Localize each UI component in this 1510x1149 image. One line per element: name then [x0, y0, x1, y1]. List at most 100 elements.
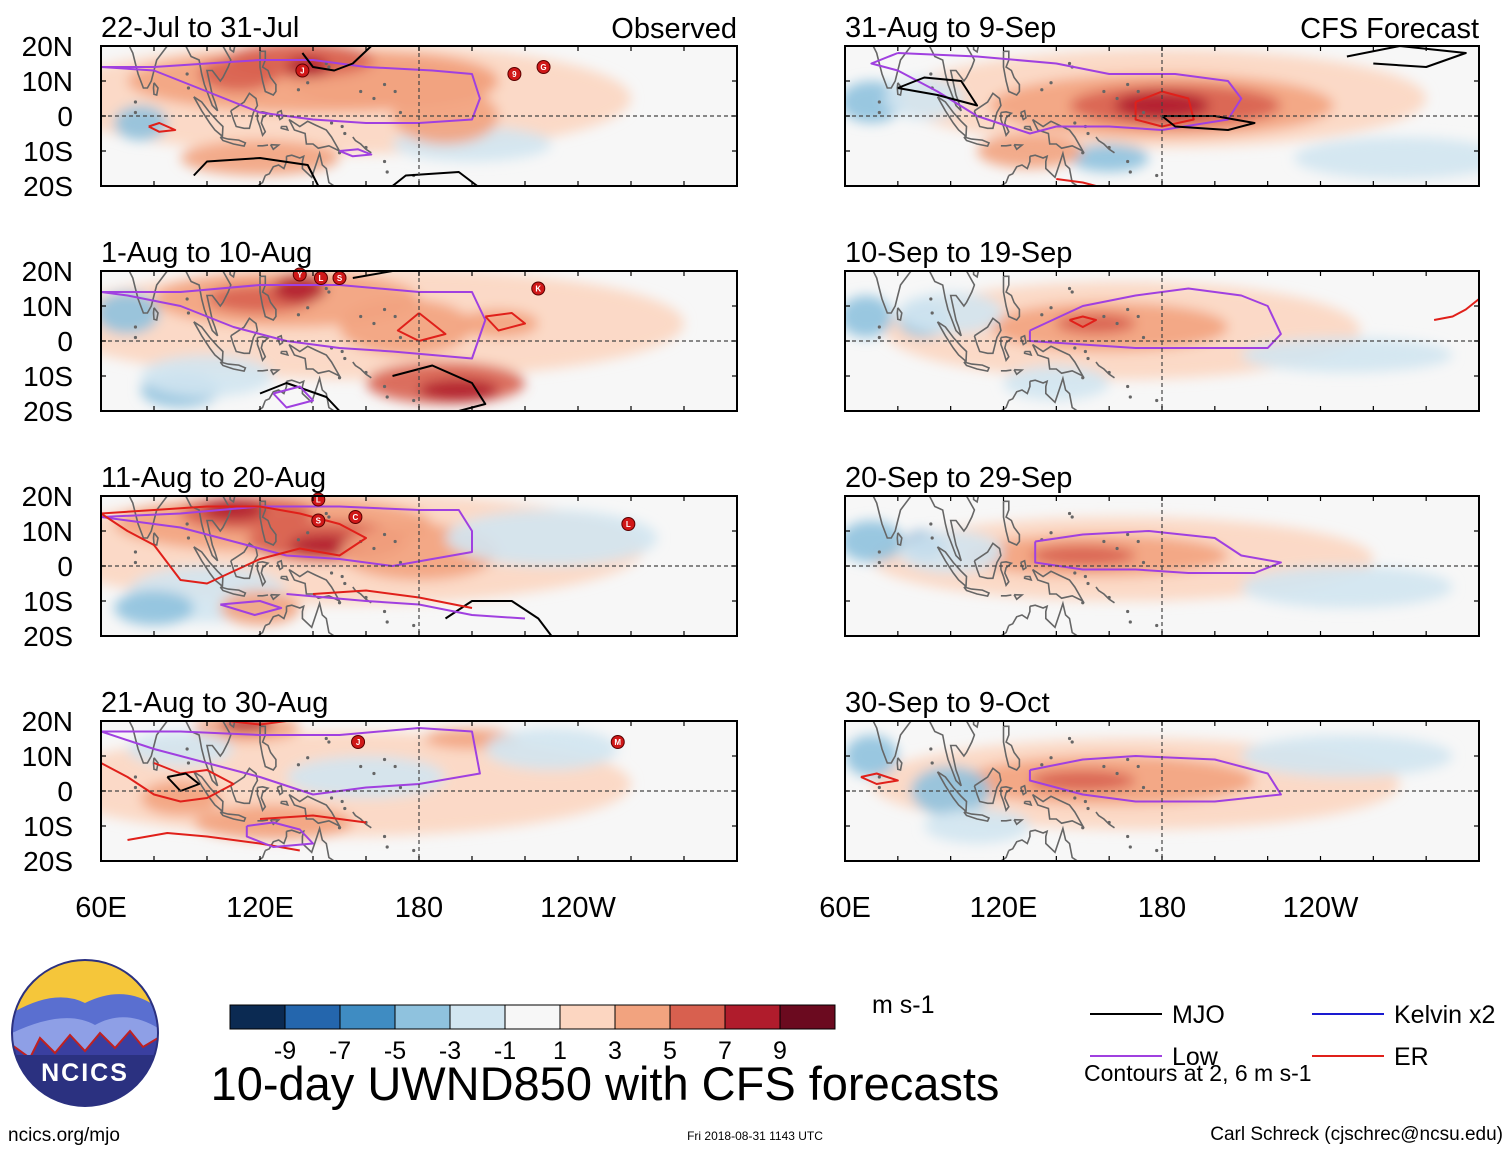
coastline	[276, 784, 284, 796]
coastline	[1029, 600, 1078, 636]
coastline	[229, 46, 236, 54]
anomaly-shading	[845, 295, 893, 338]
coastline	[1023, 125, 1033, 132]
coastline	[193, 546, 224, 588]
anomaly-shading	[1056, 313, 1136, 334]
island	[1049, 531, 1053, 535]
colorbar-swatch	[449, 1004, 506, 1030]
island	[1081, 826, 1085, 830]
coastline	[972, 496, 980, 504]
lon-label: 120E	[226, 892, 294, 924]
island	[877, 100, 881, 104]
island	[1102, 539, 1106, 544]
island	[930, 311, 934, 315]
island	[306, 756, 310, 760]
island	[877, 785, 881, 790]
anomaly-shading	[1241, 337, 1453, 373]
storm-letter: Y	[297, 271, 303, 280]
island	[1102, 89, 1106, 94]
coastline	[229, 271, 236, 279]
coastline	[269, 143, 281, 151]
island	[327, 740, 331, 744]
storm-letter: S	[316, 517, 322, 526]
coastline	[936, 546, 968, 588]
wind-anomaly-field	[101, 46, 737, 186]
island	[306, 306, 310, 310]
island	[296, 88, 301, 92]
contours	[101, 46, 481, 186]
coastline	[1013, 143, 1025, 151]
island	[412, 623, 416, 628]
coastline	[896, 757, 903, 771]
island	[1128, 170, 1132, 174]
lat-label: 20S	[23, 171, 73, 202]
coastline	[1029, 825, 1078, 861]
panel-date-label: 30-Sep to 9-Oct	[845, 687, 1050, 719]
map-panel-6: 20-Sep to 29-Sep	[844, 462, 1480, 637]
coastline	[1095, 361, 1115, 379]
anomaly-shading	[845, 520, 904, 563]
island	[1155, 398, 1159, 403]
island	[296, 763, 301, 767]
island	[186, 86, 191, 90]
island	[1107, 370, 1111, 375]
island	[327, 290, 331, 294]
coastline	[152, 307, 159, 321]
contour-line	[166, 772, 201, 792]
island	[385, 620, 389, 624]
coastline	[963, 136, 991, 148]
storm-letter: L	[626, 520, 631, 529]
island	[382, 834, 387, 839]
coastline	[259, 500, 277, 546]
map-panel-7: J M 21-Aug to 30-Aug	[100, 687, 738, 862]
lat-label: 20N	[22, 706, 73, 737]
island	[364, 370, 368, 375]
figure-title: 10-day UWND850 with CFS forecasts	[211, 1057, 1000, 1110]
lon-label: 60E	[819, 892, 871, 924]
lat-label: 10N	[22, 66, 73, 97]
coastline	[1002, 500, 1021, 546]
lat-label: 20N	[22, 31, 73, 62]
island	[1107, 820, 1111, 825]
island	[1083, 349, 1087, 354]
colorbar-swatch	[559, 1004, 616, 1030]
island	[296, 313, 301, 317]
anomaly-shading	[140, 355, 274, 397]
wind-anomaly-field	[101, 721, 737, 861]
island	[327, 515, 331, 519]
anomaly-shading	[1241, 566, 1453, 608]
panel-date-label: 1-Aug to 10-Aug	[101, 237, 312, 269]
colorbar-swatch	[614, 1004, 671, 1030]
island	[1049, 306, 1053, 310]
coastline	[219, 811, 247, 823]
map-panel-1: J 9 G 22-Jul to 31-Jul Observed	[100, 12, 738, 187]
island	[930, 536, 934, 540]
storm-marker	[295, 63, 310, 78]
contour-line	[860, 772, 899, 785]
anomaly-shading	[140, 780, 221, 816]
coastline	[1019, 109, 1027, 121]
island	[133, 110, 138, 115]
coastline	[973, 767, 1002, 805]
lat-label: 20S	[23, 621, 73, 652]
contour-line	[396, 312, 447, 342]
storm-marker	[610, 735, 625, 749]
island	[930, 761, 934, 765]
axis-labels: 20N 10N 0 10S 20S 20N 10N 0 10S 20S 20N 10N 0 10S 20S 2…	[22, 31, 1359, 924]
colorbar-tick-label: -9	[274, 1037, 296, 1065]
coastline	[219, 136, 247, 148]
coastline	[1095, 586, 1115, 604]
island	[133, 335, 138, 340]
lat-label: 0	[57, 776, 73, 807]
coastline	[128, 46, 232, 112]
coastline	[288, 118, 342, 153]
storm-symbol: J	[351, 735, 366, 749]
lat-label: 10S	[23, 136, 73, 167]
wind-anomaly-field	[845, 721, 1479, 861]
contour-line	[101, 727, 481, 796]
coastline	[269, 593, 281, 601]
storm-marker	[536, 60, 551, 74]
island	[1070, 515, 1074, 519]
island	[1102, 764, 1106, 769]
lon-label: 180	[395, 892, 443, 924]
